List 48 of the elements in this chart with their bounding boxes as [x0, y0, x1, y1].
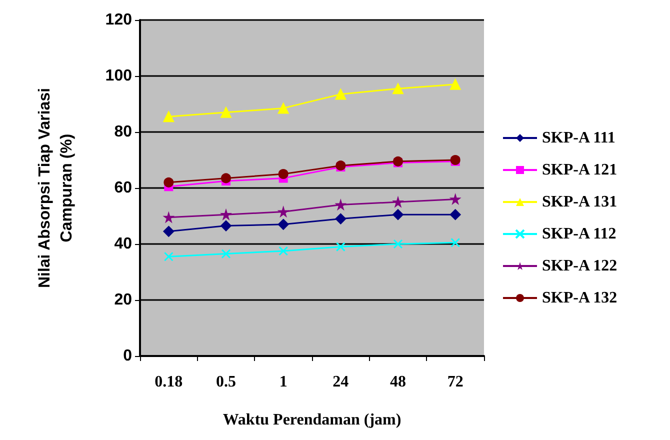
point [278, 102, 289, 114]
x-tick-label: 0.18 [154, 374, 183, 390]
point [392, 83, 404, 94]
legend-label: SKP-A 112 [542, 226, 616, 242]
point [164, 177, 174, 188]
point [393, 239, 403, 249]
legend-label: SKP-A 131 [542, 194, 618, 210]
point [221, 173, 231, 184]
point [221, 210, 231, 220]
point [335, 213, 346, 224]
point [278, 246, 288, 256]
point [163, 226, 174, 237]
point [278, 206, 288, 217]
point [164, 252, 174, 262]
legend-label: SKP-A 122 [542, 258, 618, 274]
x-tick-label: 0.5 [216, 374, 236, 390]
point [220, 220, 232, 232]
x-tick-label: 48 [390, 374, 406, 390]
point [450, 194, 460, 204]
point [278, 218, 289, 230]
point [221, 249, 231, 259]
legend-label: SKP-A 132 [542, 290, 618, 306]
point [335, 88, 346, 100]
point [336, 200, 346, 210]
point [450, 78, 461, 90]
point [336, 242, 346, 252]
x-tick-label: 1 [279, 374, 288, 390]
point [164, 212, 174, 222]
point [163, 111, 174, 122]
legend-label: SKP-A 121 [542, 162, 618, 178]
point [278, 169, 288, 179]
x-tick-label: 24 [332, 374, 349, 390]
legend-label: SKP-A 111 [542, 130, 616, 146]
y-axis-title: Nilai Absorpsi Tiap Variasi Campuran (%) [36, 88, 76, 288]
point [450, 238, 460, 248]
y-tick-label: 120 [105, 12, 132, 28]
y-tick-label: 0 [123, 348, 132, 364]
x-axis-title: Waktu Perendaman (jam) [222, 412, 402, 428]
point [392, 209, 404, 220]
y-tick-label: 100 [105, 68, 132, 84]
x-tick-label: 72 [447, 374, 464, 390]
point [220, 106, 232, 118]
y-tick-label: 60 [114, 180, 132, 196]
point [450, 209, 461, 220]
y-tick-label: 40 [114, 236, 132, 252]
point [393, 197, 403, 207]
y-tick-label: 20 [114, 292, 132, 308]
y-tick-label: 80 [114, 124, 132, 140]
